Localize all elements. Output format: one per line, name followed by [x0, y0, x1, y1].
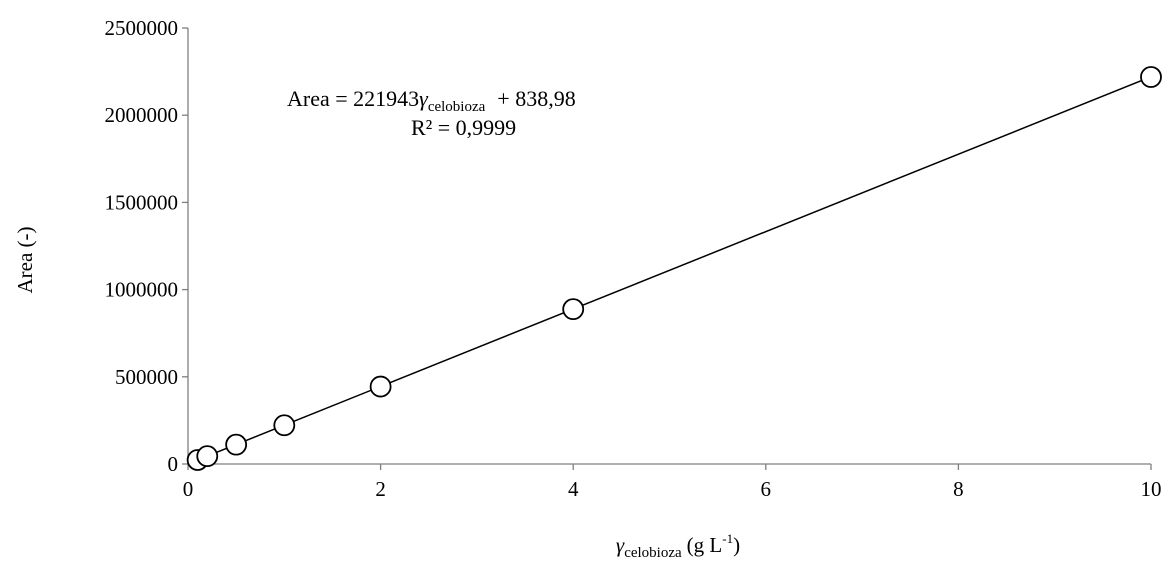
equation-subscript: celobioza [428, 99, 486, 115]
trendline [197, 76, 1152, 461]
y-tick-label: 2000000 [105, 103, 179, 127]
x-axis-unit-superscript: -1 [722, 531, 733, 546]
x-tick-label: 6 [761, 477, 772, 501]
x-tick-label: 10 [1141, 477, 1162, 501]
r-squared-label: R² = 0,9999 [411, 115, 516, 140]
tick-labels: 0 2 4 6 8 10 0 500000 1000000 1500000 2000000 25000… [105, 16, 1162, 501]
x-tick-label: 8 [953, 477, 964, 501]
data-point [562, 298, 585, 321]
data-point [1140, 66, 1162, 88]
axes [182, 27, 1152, 470]
x-tick-label: 2 [375, 477, 386, 501]
x-tick-label: 0 [183, 477, 194, 501]
x-axis-title: γcelobioza (g L-1) [616, 531, 740, 561]
y-tick-label: 1000000 [105, 278, 179, 302]
data-point [196, 445, 219, 468]
y-axis-title: Area (-) [13, 226, 37, 293]
equation-prefix: Area = 221943 [287, 86, 419, 111]
x-tick-label: 4 [568, 477, 579, 501]
data-point [369, 375, 392, 398]
x-axis-subscript: celobioza [624, 545, 682, 561]
y-tick-label: 2500000 [105, 16, 179, 40]
trendline-group [197, 76, 1152, 461]
x-axis-unit: (g L [687, 533, 723, 557]
x-axis-unit-close: ) [733, 533, 740, 557]
data-points [186, 66, 1162, 471]
equation-symbol: γ [419, 86, 429, 111]
data-point [225, 433, 248, 456]
y-tick-label: 1500000 [105, 190, 179, 214]
y-tick-label: 500000 [115, 365, 178, 389]
data-point [273, 414, 296, 437]
equation-suffix: + 838,98 [497, 86, 575, 111]
trendline-equation: Area = 221943γcelobioza + 838,98 [287, 86, 576, 115]
y-tick-label: 0 [168, 452, 179, 476]
x-axis-symbol: γ [616, 533, 625, 557]
